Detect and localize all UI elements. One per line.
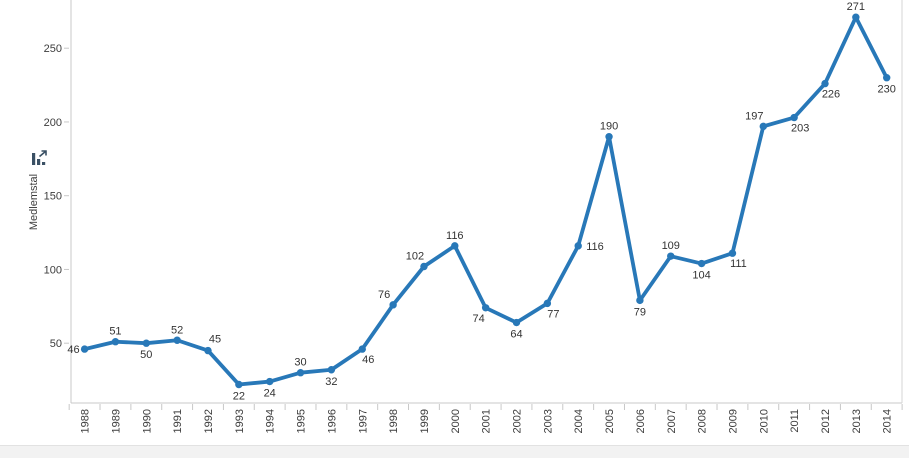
- y-axis-title: Medlemstal: [28, 174, 40, 230]
- data-point[interactable]: [728, 249, 737, 257]
- data-point-label: 104: [692, 270, 710, 282]
- data-point-label: 111: [730, 258, 747, 270]
- data-point-label: 77: [547, 308, 559, 320]
- data-point[interactable]: [296, 369, 305, 377]
- y-tick-label: 50: [50, 338, 62, 350]
- x-tick-label: 2005: [604, 409, 616, 433]
- x-tick-label: 1994: [265, 409, 277, 433]
- data-point[interactable]: [204, 346, 212, 355]
- data-point[interactable]: [235, 380, 243, 389]
- data-point[interactable]: [574, 242, 582, 250]
- data-point[interactable]: [821, 79, 829, 88]
- data-point-label: 46: [67, 344, 79, 356]
- bar-chart-arrow-icon[interactable]: [31, 150, 49, 168]
- x-tick-label: 2002: [512, 409, 524, 433]
- x-tick-label: 1999: [419, 409, 431, 433]
- icon-arrow: [38, 150, 47, 158]
- x-tick-label: 2014: [882, 409, 894, 433]
- data-point-label: 50: [140, 349, 152, 361]
- data-point-label: 45: [209, 334, 221, 346]
- data-point[interactable]: [358, 345, 366, 353]
- x-tick-label: 2006: [635, 409, 647, 433]
- data-point-label: 203: [791, 123, 809, 135]
- icon-bar: [37, 159, 41, 165]
- icon-bar: [32, 153, 36, 165]
- data-point-label: 116: [446, 230, 464, 242]
- x-tick-label: 2009: [727, 409, 739, 433]
- data-point[interactable]: [389, 301, 397, 309]
- x-tick-label: 1992: [203, 409, 215, 433]
- data-point[interactable]: [142, 339, 150, 347]
- x-tick-label: 1993: [234, 409, 246, 433]
- data-point[interactable]: [605, 133, 613, 141]
- x-tick-label: 1996: [326, 409, 338, 433]
- data-point[interactable]: [697, 259, 706, 268]
- x-tick-label: 2013: [851, 409, 863, 433]
- data-point[interactable]: [420, 262, 428, 271]
- y-tick-label: 100: [44, 264, 62, 276]
- x-tick-label: 2011: [789, 409, 801, 433]
- data-point-label: 22: [233, 391, 245, 403]
- data-point-label: 52: [171, 324, 183, 336]
- data-point-label: 109: [662, 240, 680, 252]
- data-point-label: 230: [878, 84, 896, 96]
- data-point-label: 30: [294, 357, 306, 369]
- data-point[interactable]: [543, 299, 552, 308]
- data-point[interactable]: [883, 74, 891, 82]
- data-point-label: 74: [473, 313, 485, 325]
- data-point[interactable]: [266, 377, 274, 386]
- x-tick-label: 2010: [758, 409, 770, 433]
- x-tick-label: 1989: [110, 409, 122, 433]
- x-tick-label: 1990: [141, 409, 153, 433]
- data-point[interactable]: [451, 242, 459, 250]
- data-point-label: 197: [745, 110, 763, 122]
- y-tick-label: 150: [44, 191, 62, 203]
- data-point[interactable]: [636, 296, 644, 305]
- data-point-label: 46: [362, 354, 374, 366]
- data-point-label: 116: [586, 241, 604, 253]
- x-tick-label: 2004: [573, 409, 585, 433]
- x-tick-label: 2000: [450, 409, 462, 433]
- data-point[interactable]: [667, 252, 675, 260]
- x-tick-label: 1988: [80, 409, 92, 433]
- x-tick-label: 2001: [481, 409, 493, 433]
- x-tick-label: 1991: [172, 409, 184, 433]
- data-point-label: 102: [406, 251, 424, 263]
- x-tick-label: 2003: [542, 409, 554, 433]
- data-point-label: 76: [378, 289, 390, 301]
- data-point-label: 271: [847, 1, 865, 13]
- x-tick-label: 2008: [697, 409, 709, 433]
- data-point-label: 226: [822, 89, 840, 101]
- data-point[interactable]: [481, 304, 490, 312]
- x-tick-label: 1997: [357, 409, 369, 433]
- data-point[interactable]: [173, 336, 181, 344]
- x-tick-label: 2007: [666, 409, 678, 433]
- data-point-label: 24: [264, 388, 276, 400]
- data-point-label: 64: [510, 329, 522, 341]
- x-tick-label: 1995: [296, 409, 308, 433]
- y-tick-label: 200: [44, 117, 62, 129]
- x-tick-label: 2012: [820, 409, 832, 433]
- footer-bar: [0, 445, 909, 458]
- x-tick-label: 1998: [388, 409, 400, 433]
- data-point-label: 79: [634, 306, 646, 318]
- data-point[interactable]: [327, 366, 336, 374]
- data-point-label: 32: [325, 376, 337, 388]
- data-point[interactable]: [790, 113, 798, 122]
- data-point-label: 190: [600, 121, 618, 133]
- data-point[interactable]: [111, 338, 120, 346]
- data-point[interactable]: [852, 13, 860, 21]
- data-point[interactable]: [759, 122, 767, 131]
- y-tick-label: 250: [44, 43, 62, 55]
- data-point[interactable]: [80, 345, 89, 353]
- data-point-label: 51: [109, 326, 121, 338]
- data-line: [82, 15, 889, 387]
- icon-bar: [42, 162, 46, 165]
- data-point[interactable]: [512, 318, 521, 327]
